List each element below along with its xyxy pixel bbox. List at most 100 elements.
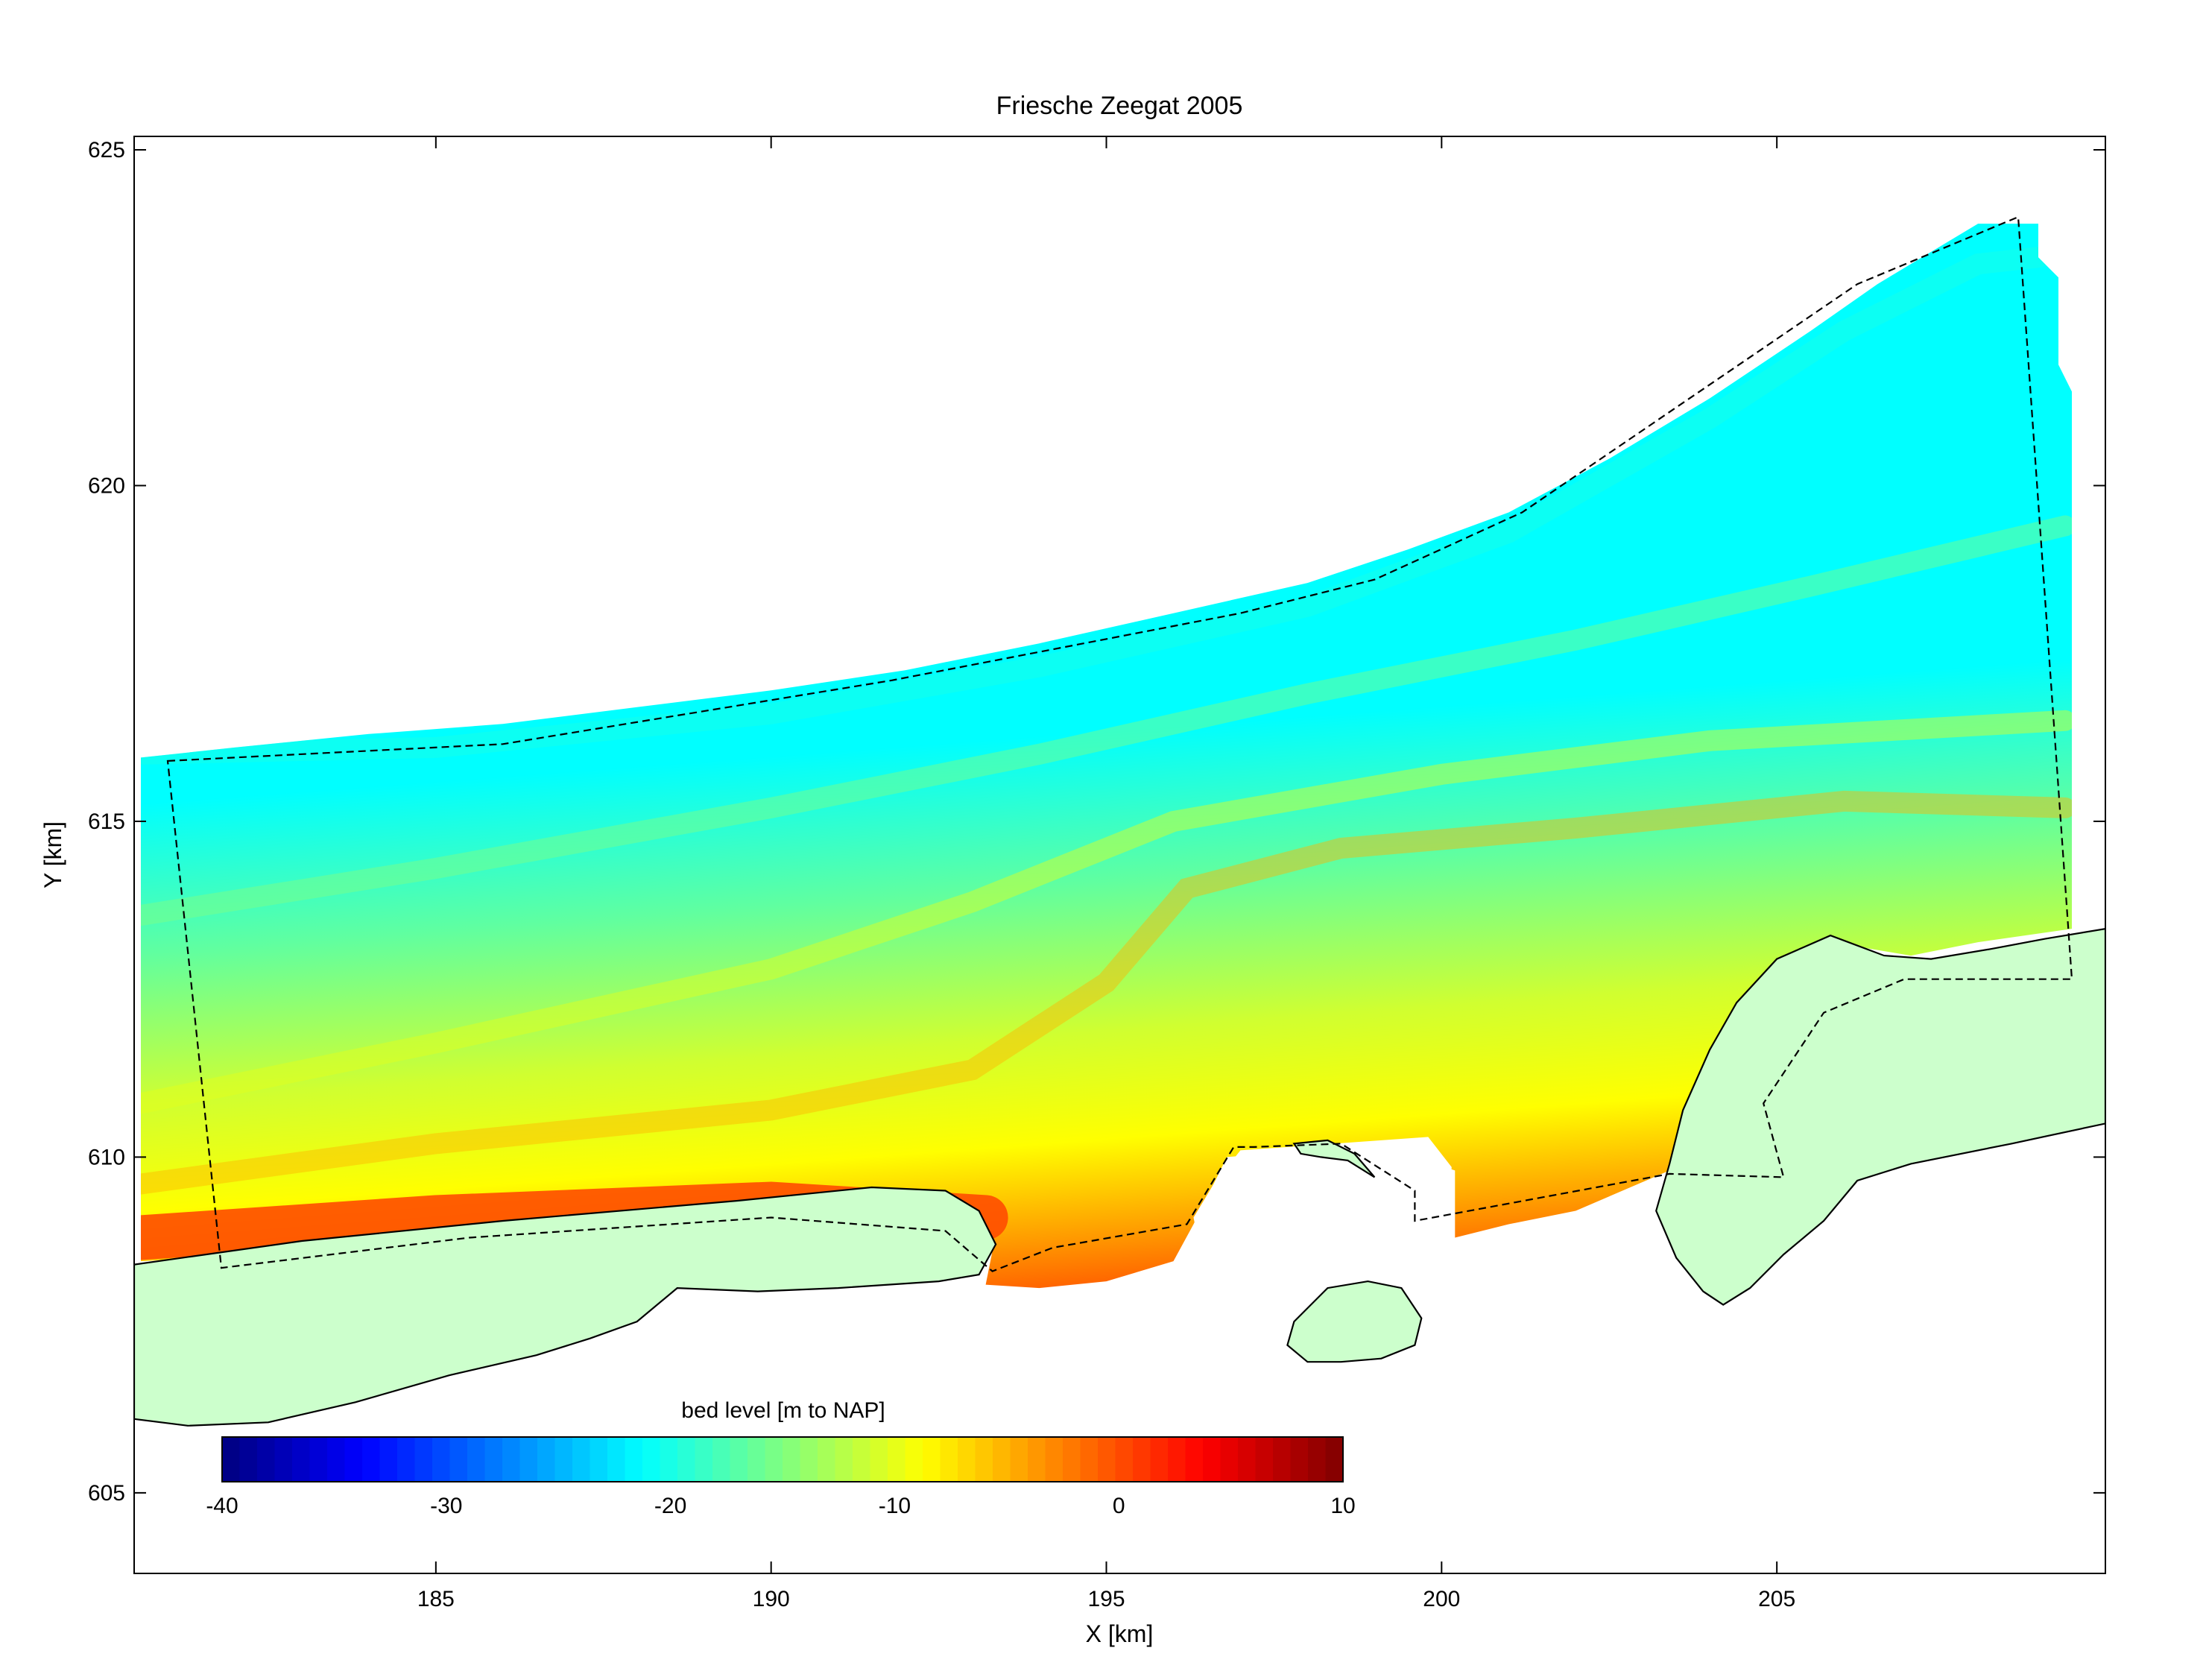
colorbar-step <box>888 1437 906 1482</box>
colorbar-frame <box>221 1436 1344 1482</box>
contour-line <box>141 790 2072 1195</box>
colorbar-step <box>642 1437 661 1482</box>
colorbar-step <box>344 1437 363 1482</box>
chart-title: Friesche Zeegat 2005 <box>996 92 1243 120</box>
colorbar-step <box>712 1437 731 1482</box>
x-axis: 185 190 195 200 205 <box>417 136 1795 1611</box>
colorbar-step <box>1133 1437 1151 1482</box>
colorbar-step <box>1290 1437 1309 1482</box>
colorbar-step <box>362 1437 381 1482</box>
colorbar-step <box>975 1437 993 1482</box>
colorbar-step <box>1098 1437 1116 1482</box>
colorbar-step <box>1028 1437 1046 1482</box>
colorbar-step <box>1150 1437 1169 1482</box>
colorbar-step <box>870 1437 888 1482</box>
colorbar-step <box>327 1437 346 1482</box>
x-tick-label: 190 <box>753 1587 790 1611</box>
colorbar-step <box>1185 1437 1204 1482</box>
colorbar-tick-label: 0 <box>1113 1494 1125 1518</box>
colorbar-step <box>923 1437 941 1482</box>
colorbar-step <box>222 1437 241 1482</box>
colorbar-step <box>818 1437 836 1482</box>
colorbar-step <box>1238 1437 1257 1482</box>
colorbar-step <box>940 1437 958 1482</box>
colorbar-step <box>800 1437 818 1482</box>
colorbar-step <box>1063 1437 1081 1482</box>
island-engelsmanplaat <box>1286 1280 1423 1363</box>
colorbar-tick-label: -40 <box>206 1494 238 1518</box>
colorbar-step <box>958 1437 976 1482</box>
colorbar-step <box>853 1437 871 1482</box>
island-islet <box>1292 1139 1376 1178</box>
colorbar-step <box>748 1437 766 1482</box>
colorbar-step <box>274 1437 293 1482</box>
island-ameland <box>134 1186 997 1427</box>
colorbar-step <box>467 1437 486 1482</box>
x-tick-label: 195 <box>1087 1587 1125 1611</box>
colorbar-step <box>625 1437 643 1482</box>
colorbar-step <box>554 1437 573 1482</box>
colorbar-step <box>695 1437 713 1482</box>
colorbar-step <box>1308 1437 1327 1482</box>
colorbar-step <box>783 1437 801 1482</box>
colorbar-step <box>519 1437 538 1482</box>
colorbar-step <box>432 1437 451 1482</box>
colorbar-step <box>677 1437 696 1482</box>
island-schiermonnikoog <box>1655 927 2105 1306</box>
colorbar-step <box>835 1437 853 1482</box>
contour-line <box>141 710 2072 1114</box>
colorbar-step <box>993 1437 1011 1482</box>
colorbar-step <box>660 1437 678 1482</box>
dry-inlet-area <box>1193 1137 1452 1275</box>
colorbar-tick-label: 10 <box>1330 1494 1355 1518</box>
colorbar-step <box>537 1437 556 1482</box>
colorbar-step <box>1045 1437 1064 1482</box>
bed-level-field <box>141 224 2072 1289</box>
x-tick-label: 205 <box>1758 1587 1795 1611</box>
islands <box>134 927 2105 1427</box>
contour-line <box>141 515 2072 926</box>
colorbar-step <box>502 1437 521 1482</box>
colorbar-step <box>257 1437 276 1482</box>
colorbar-step <box>607 1437 626 1482</box>
colorbar-step <box>1168 1437 1186 1482</box>
x-axis-label: X [km] <box>1086 1620 1154 1647</box>
colorbar-step <box>1115 1437 1134 1482</box>
colorbar-step <box>1080 1437 1099 1482</box>
colorbar-step <box>1325 1437 1344 1482</box>
y-axis: 605 610 615 620 625 <box>88 138 2105 1506</box>
colorbar-tick-label: -30 <box>430 1494 462 1518</box>
colorbar-step <box>414 1437 433 1482</box>
colorbar-step <box>449 1437 468 1482</box>
colorbar-step <box>905 1437 923 1482</box>
colorbar-step <box>730 1437 748 1482</box>
colorbar-steps <box>222 1437 1344 1482</box>
y-tick-label: 620 <box>88 473 125 498</box>
colorbar-step <box>379 1437 398 1482</box>
contour-line <box>141 247 2049 765</box>
y-tick-label: 605 <box>88 1481 125 1506</box>
colorbar-tick-label: -10 <box>879 1494 911 1518</box>
colorbar-step <box>1203 1437 1221 1482</box>
y-axis-label: Y [km] <box>39 821 66 888</box>
colorbar-step <box>1220 1437 1239 1482</box>
x-tick-label: 200 <box>1423 1587 1460 1611</box>
colorbar-step <box>397 1437 416 1482</box>
axes-frame <box>133 136 2106 1574</box>
colorbar-tick-label: -20 <box>654 1494 686 1518</box>
colorbar-step <box>1255 1437 1274 1482</box>
colorbar-step <box>239 1437 258 1482</box>
colorbar-step <box>309 1437 328 1482</box>
x-tick-label: 185 <box>417 1587 455 1611</box>
colorbar-step <box>484 1437 503 1482</box>
colorbar-step <box>1273 1437 1292 1482</box>
y-tick-label: 625 <box>88 138 125 162</box>
colorbar-step <box>292 1437 311 1482</box>
y-tick-label: 610 <box>88 1145 125 1169</box>
colorbar-step <box>572 1437 591 1482</box>
colorbar-step <box>590 1437 608 1482</box>
plot-area <box>134 215 2105 1427</box>
y-tick-label: 615 <box>88 809 125 834</box>
reference-polygon <box>166 215 2073 1272</box>
